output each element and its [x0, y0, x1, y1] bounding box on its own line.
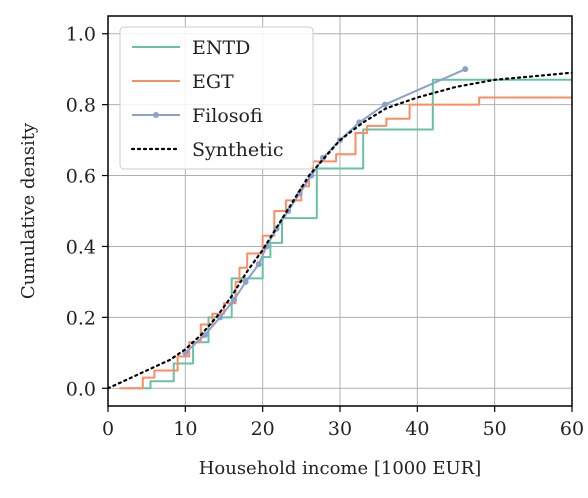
series-line-filosofi	[184, 68, 466, 354]
point-filosofi-15	[462, 66, 469, 73]
legend-box	[119, 26, 314, 170]
legend-label-synthetic: Synthetic	[192, 139, 283, 161]
y-tick-label: 0.6	[66, 166, 96, 188]
plot-area	[108, 66, 572, 390]
legend-label-egt: EGT	[192, 71, 234, 93]
x-axis-label: Household income [1000 EUR]	[199, 458, 482, 479]
x-tick-label: 0	[102, 418, 114, 440]
x-tick-label: 20	[251, 418, 275, 440]
point-filosofi-5	[255, 261, 262, 268]
x-tick-label: 40	[405, 418, 429, 440]
y-tick-label: 1.0	[66, 24, 96, 46]
x-tick-label: 60	[560, 418, 584, 440]
y-axis-label: Cumulative density	[18, 122, 39, 299]
x-tick-label: 50	[483, 418, 507, 440]
legend: ENTD EGT Filosofi Synthetic	[119, 26, 314, 170]
x-tick-label: 30	[328, 418, 352, 440]
axis-ticks: 0 10 20 30 40 50 60 0.0 0.2 0.4 0.6 0.8 1.0	[66, 24, 584, 440]
y-tick-label: 0.8	[66, 95, 96, 117]
point-filosofi-3	[231, 296, 238, 303]
y-tick-label: 0.2	[66, 307, 96, 329]
y-tick-label: 0.4	[66, 236, 96, 258]
y-tick-label: 0.0	[66, 378, 96, 400]
point-filosofi-14	[381, 101, 388, 108]
x-tick-label: 10	[173, 418, 197, 440]
series-line-synthetic	[108, 71, 572, 390]
series-line-entd	[127, 78, 572, 390]
legend-marker-filosofi	[153, 112, 159, 118]
point-filosofi-4	[242, 278, 249, 285]
legend-label-filosofi: Filosofi	[192, 105, 263, 127]
legend-label-entd: ENTD	[192, 37, 250, 59]
